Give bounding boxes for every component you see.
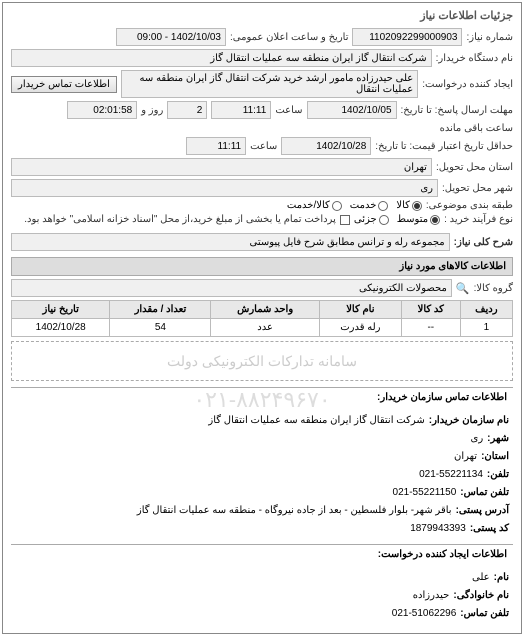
radio-kala-khedmat[interactable]: کالا/خدمت — [287, 200, 342, 211]
group-label: گروه کالا: — [474, 283, 513, 294]
buyer-org-field: شرکت انتقال گاز ایران منطقه سه عملیات ان… — [11, 49, 432, 67]
radio-kala[interactable]: کالا — [396, 200, 422, 211]
desc-field: مجموعه رله و ترانس مطابق شرح فایل پیوستی — [11, 233, 450, 251]
province-label: استان محل تحویل: — [436, 162, 513, 173]
radio-icon — [332, 201, 342, 211]
radio-icon — [379, 215, 389, 225]
buy-type-radio-group: متوسط جزئی — [354, 214, 440, 225]
info-line: شهر:ری — [15, 430, 509, 448]
table-header: تعداد / مقدار — [110, 301, 211, 319]
radio-partial[interactable]: جزئی — [354, 214, 389, 225]
requester-field: علی حیدرزاده مامور ارشد خرید شرکت انتقال… — [121, 70, 418, 98]
buyer-org-label: نام دستگاه خریدار: — [436, 53, 513, 64]
radio-icon — [430, 215, 440, 225]
contact-info-block: نام سازمان خریدار:شرکت انتقال گاز ایران … — [11, 412, 513, 538]
desc-label: شرح کلی نیاز: — [454, 237, 513, 248]
items-section-title: اطلاعات کالاهای مورد نیاز — [11, 257, 513, 276]
info-line: تلفن تماس:021-55221150 — [15, 484, 509, 502]
days-label: روز و — [141, 105, 163, 116]
buy-type-label: نوع فرآیند خرید : — [444, 214, 513, 225]
radio-khedmat[interactable]: خدمت — [350, 200, 389, 211]
need-number-field: 1102092299000903 — [352, 28, 462, 46]
items-table: ردیفکد کالانام کالاواحد شمارشتعداد / مقد… — [11, 300, 513, 337]
requester-label: ایجاد کننده درخواست: — [422, 79, 513, 90]
deadline-label: مهلت ارسال پاسخ: تا تاریخ: — [401, 105, 513, 116]
info-line: نام خانوادگی:حیدرزاده — [15, 587, 509, 605]
table-header: تاریخ نیاز — [12, 301, 110, 319]
watermark-text: سامانه تدارکات الکترونیکی دولت — [167, 353, 357, 370]
city-label: شهر محل تحویل: — [442, 183, 513, 194]
table-header: واحد شمارش — [211, 301, 319, 319]
validity-date-field: 1402/10/28 — [281, 137, 371, 155]
requester-section-title: اطلاعات ایجاد کننده درخواست: — [11, 544, 513, 563]
city-field: ری — [11, 179, 438, 197]
validity-time-label: ساعت — [250, 141, 277, 152]
watermark-box: سامانه تدارکات الکترونیکی دولت — [11, 341, 513, 381]
remain-field: 02:01:58 — [67, 101, 137, 119]
days-field: 2 — [167, 101, 207, 119]
panel-title: جزئیات اطلاعات نیاز — [11, 9, 513, 22]
details-panel: جزئیات اطلاعات نیاز شماره نیاز: 11020922… — [2, 2, 522, 634]
validity-label: حداقل تاریخ اعتبار قیمت: تا تاریخ: — [375, 141, 513, 152]
radio-medium[interactable]: متوسط — [397, 214, 440, 225]
contact-info-button[interactable]: اطلاعات تماس خریدار — [11, 76, 117, 93]
requester-info-block: نام:علینام خانوادگی:حیدرزادهتلفن تماس:02… — [11, 569, 513, 623]
need-number-label: شماره نیاز: — [466, 32, 513, 43]
table-header: ردیف — [460, 301, 512, 319]
validity-time-field: 11:11 — [186, 137, 246, 155]
info-line: کد پستی:1879943393 — [15, 520, 509, 538]
province-field: تهران — [11, 158, 432, 176]
group-field: محصولات الکترونیکی — [11, 279, 452, 297]
info-line: نام:علی — [15, 569, 509, 587]
info-line: نام سازمان خریدار:شرکت انتقال گاز ایران … — [15, 412, 509, 430]
table-header: کد کالا — [401, 301, 460, 319]
deadline-date-field: 1402/10/05 — [307, 101, 397, 119]
remain-label: ساعت باقی مانده — [440, 123, 513, 134]
subject-radio-group: کالا خدمت کالا/خدمت — [287, 200, 422, 211]
info-line: استان:تهران — [15, 448, 509, 466]
announce-field: 1402/10/03 - 09:00 — [116, 28, 226, 46]
info-line: تلفن تماس:021-51062296 — [15, 605, 509, 623]
radio-icon — [412, 201, 422, 211]
table-header: نام کالا — [319, 301, 401, 319]
deadline-time-field: 11:11 — [211, 101, 271, 119]
info-line: آدرس پستی:باقر شهر- بلوار فلسطین - بعد ا… — [15, 502, 509, 520]
search-icon[interactable]: 🔍 — [456, 282, 470, 295]
buy-note: پرداخت تمام یا بخشی از مبلغ خرید،از محل … — [24, 214, 336, 225]
radio-icon — [378, 201, 388, 211]
subject-cat-label: طبقه بندی موضوعی: — [426, 200, 513, 211]
contact-section-title: اطلاعات تماس سازمان خریدار: — [11, 387, 513, 406]
announce-label: تاریخ و ساعت اعلان عمومی: — [230, 32, 349, 43]
deadline-time-label: ساعت — [275, 105, 302, 116]
table-row: 1--رله قدرتعدد541402/10/28 — [12, 319, 513, 337]
info-line: تلفن:021-55221134 — [15, 466, 509, 484]
treasury-checkbox[interactable] — [340, 215, 350, 225]
